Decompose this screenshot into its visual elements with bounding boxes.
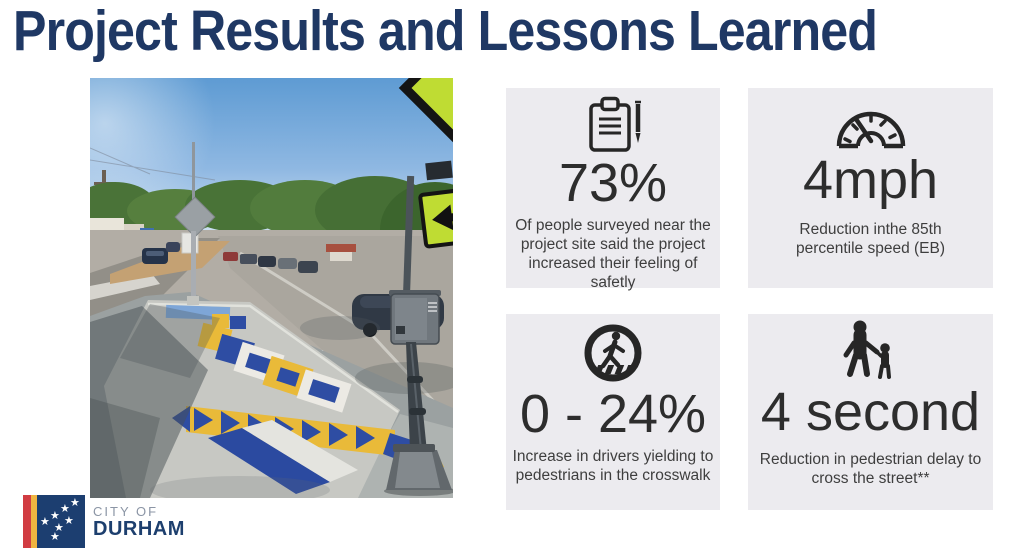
flag-star-field: ★ ★ ★ ★ ★ ★ ★ <box>37 495 85 548</box>
stat-card-delay: 4 second Reduction in pedestrian delay t… <box>748 314 993 510</box>
main-road <box>218 236 453 418</box>
stat-description: Of people surveyed near the project site… <box>515 217 711 292</box>
asphalt-art <box>165 304 444 494</box>
clipboard-pencil-icon <box>589 96 641 152</box>
city-of-durham-logo: ★ ★ ★ ★ ★ ★ ★ CITY OF DURHAM <box>23 495 185 548</box>
pedestrian-crossing-sign <box>398 78 453 180</box>
photo-illustration <box>90 78 453 498</box>
left-crosswalk-stripe <box>90 274 160 300</box>
stat-value: 4 second <box>760 382 981 442</box>
arrow-sign <box>418 187 453 249</box>
stat-card-yielding: 0 - 24% Increase in drivers yielding to … <box>506 314 720 510</box>
logo-durham: DURHAM <box>93 517 185 540</box>
stat-value: 0 - 24% <box>519 384 707 444</box>
stat-description: Reduction in pedestrian delay to cross t… <box>759 451 982 488</box>
signal-pole <box>384 175 453 496</box>
stat-card-speed: 4mph Reduction inthe 85th percentile spe… <box>748 88 993 288</box>
dirt-median <box>110 241 230 284</box>
crosswalk-street-art-photo <box>90 78 453 498</box>
adult-child-walking-icon <box>843 320 891 379</box>
stat-description: Reduction inthe 85th percentile speed (E… <box>795 221 946 258</box>
flag-gold-bar <box>31 495 37 548</box>
flag-red-bar <box>23 495 31 548</box>
diamond-sign-back <box>174 142 216 305</box>
logo-text: CITY OF DURHAM <box>93 503 185 540</box>
sign-bracket <box>425 160 453 181</box>
durham-flag-icon: ★ ★ ★ ★ ★ ★ ★ <box>23 495 85 548</box>
pedestrian-crosswalk-sign-icon <box>584 324 642 382</box>
stat-description: Increase in drivers yielding to pedestri… <box>512 448 714 485</box>
page-title: Project Results and Lessons Learned <box>13 0 878 63</box>
curb-highlight <box>147 302 399 414</box>
stat-value: 73% <box>558 153 668 213</box>
vehicles <box>142 232 356 273</box>
logo-city-of: CITY OF <box>93 503 159 519</box>
speedometer-icon <box>836 111 905 149</box>
stat-card-survey: 73% Of people surveyed near the project … <box>506 88 720 291</box>
tree-shadows <box>90 304 453 498</box>
stat-value: 4mph <box>802 150 939 210</box>
